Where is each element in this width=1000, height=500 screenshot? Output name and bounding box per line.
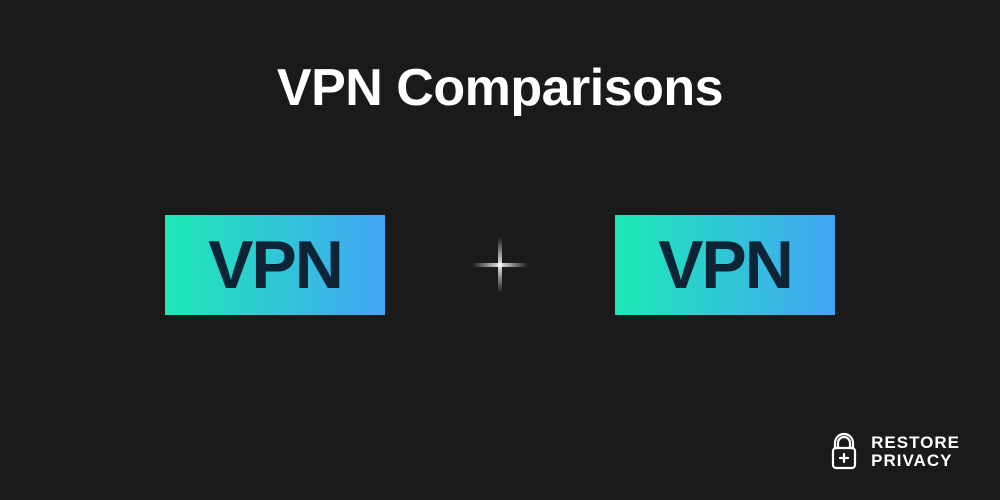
- vs-letter-s: S: [496, 236, 533, 321]
- brand-text: RESTORE PRIVACY: [871, 434, 960, 470]
- vpn-badge-left-text: VPN: [208, 226, 342, 304]
- vpn-badge-left: VPN: [165, 215, 385, 315]
- vpn-badge-right: VPN: [615, 215, 835, 315]
- vs-text: VS: [467, 216, 534, 314]
- vs-graphic: VS: [445, 215, 555, 315]
- brand-line-2: PRIVACY: [871, 452, 960, 470]
- brand-line-1: RESTORE: [871, 434, 960, 452]
- comparison-row: VPN VS VPN: [0, 215, 1000, 315]
- page-title: VPN Comparisons: [0, 58, 1000, 118]
- vpn-badge-right-text: VPN: [658, 226, 792, 304]
- lock-icon: [827, 432, 861, 472]
- brand-logo: RESTORE PRIVACY: [827, 432, 960, 472]
